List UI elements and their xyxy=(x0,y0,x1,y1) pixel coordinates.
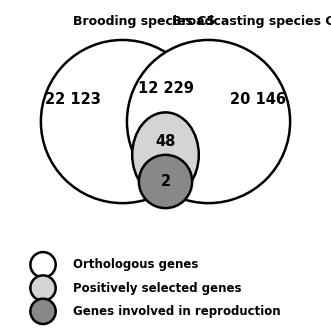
Ellipse shape xyxy=(41,40,204,203)
Text: 2: 2 xyxy=(161,174,170,189)
Ellipse shape xyxy=(132,113,199,197)
Ellipse shape xyxy=(127,40,290,203)
Text: Genes involved in reproduction: Genes involved in reproduction xyxy=(73,305,280,318)
Text: 12 229: 12 229 xyxy=(138,81,193,96)
Text: 20 146: 20 146 xyxy=(230,92,286,108)
Text: 22 123: 22 123 xyxy=(45,92,101,108)
Text: Orthologous genes: Orthologous genes xyxy=(73,258,198,271)
Ellipse shape xyxy=(139,155,192,208)
Text: Positively selected genes: Positively selected genes xyxy=(73,281,241,295)
Ellipse shape xyxy=(30,252,56,277)
Text: Broadcasting species C3: Broadcasting species C3 xyxy=(172,15,331,28)
Ellipse shape xyxy=(30,299,56,324)
Ellipse shape xyxy=(30,275,56,301)
Text: 48: 48 xyxy=(155,134,176,149)
Text: Brooding species C5: Brooding species C5 xyxy=(73,15,215,28)
